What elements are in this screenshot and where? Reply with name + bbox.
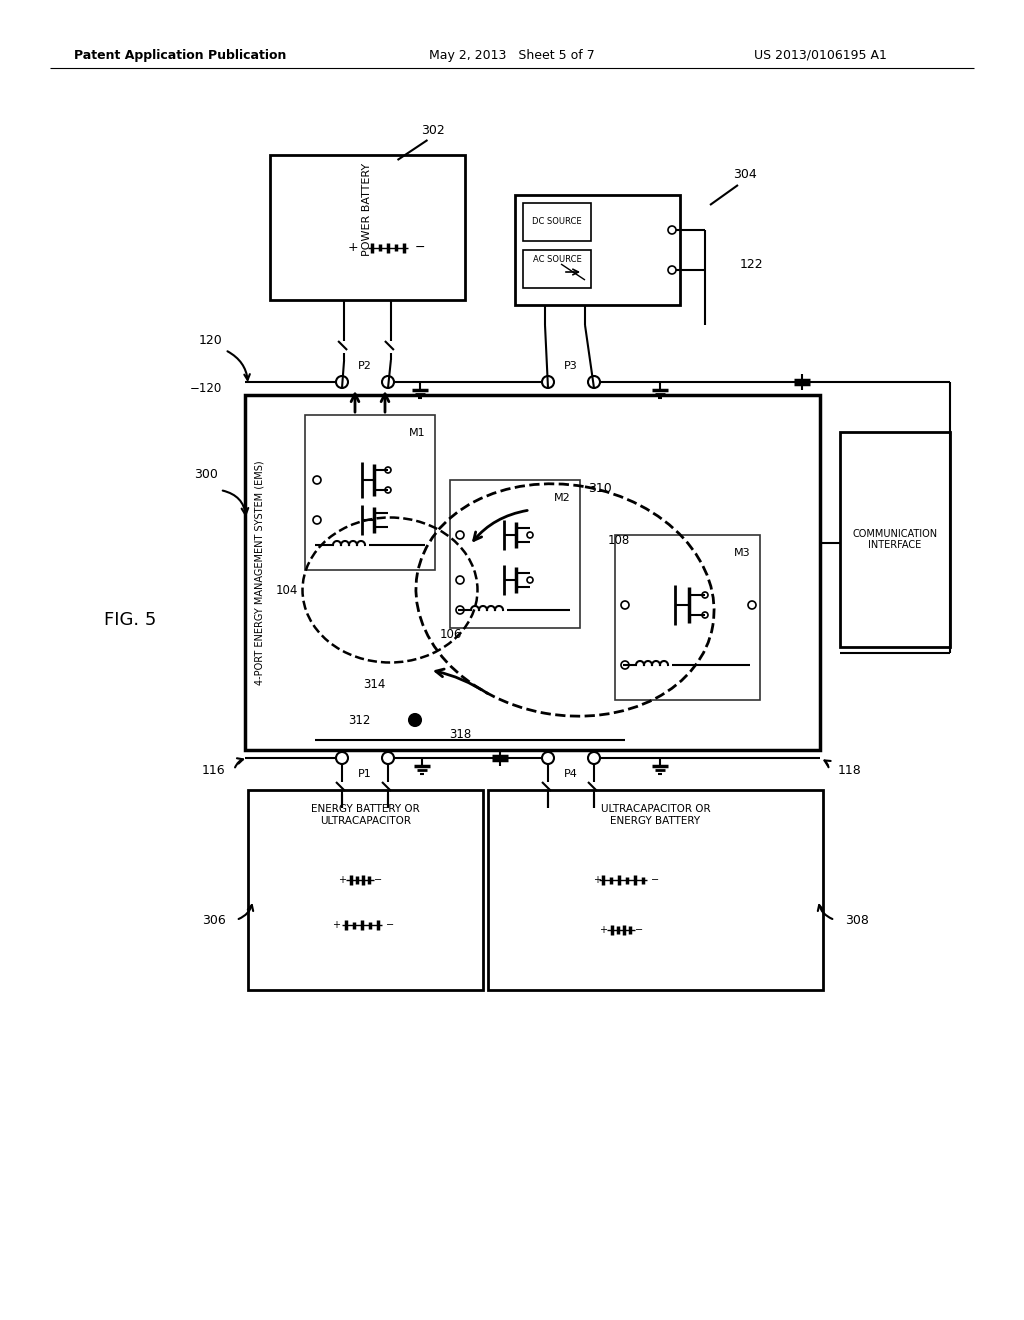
Text: 300: 300 — [195, 469, 218, 482]
Text: 308: 308 — [845, 913, 869, 927]
FancyArrowPatch shape — [222, 491, 248, 515]
Text: +: + — [332, 920, 340, 931]
Text: 116: 116 — [202, 763, 225, 776]
Text: 314: 314 — [362, 678, 385, 692]
Text: 108: 108 — [608, 533, 630, 546]
Text: 306: 306 — [203, 913, 226, 927]
FancyArrowPatch shape — [239, 906, 253, 919]
FancyArrowPatch shape — [236, 758, 243, 767]
Text: −: − — [415, 242, 425, 253]
Text: M3: M3 — [733, 548, 751, 558]
Text: POWER BATTERY: POWER BATTERY — [362, 162, 373, 256]
Text: −: − — [374, 875, 382, 884]
Bar — [488, 789, 823, 990]
Text: 4-PORT ENERGY MANAGEMENT SYSTEM (EMS): 4-PORT ENERGY MANAGEMENT SYSTEM (EMS) — [254, 461, 264, 685]
Text: M1: M1 — [409, 428, 425, 438]
Text: 104: 104 — [275, 583, 298, 597]
Text: 304: 304 — [733, 169, 757, 181]
Bar — [305, 414, 435, 570]
Text: +: + — [599, 925, 607, 935]
Bar — [615, 535, 760, 700]
Text: 122: 122 — [740, 259, 764, 272]
Text: +: + — [593, 875, 601, 884]
Bar — [523, 249, 591, 288]
Text: −: − — [635, 925, 643, 935]
Text: P2: P2 — [358, 360, 372, 371]
Text: DC SOURCE: DC SOURCE — [532, 218, 582, 227]
Bar — [523, 203, 591, 242]
Text: 310: 310 — [588, 482, 612, 495]
Text: P3: P3 — [564, 360, 578, 371]
Text: M2: M2 — [554, 492, 570, 503]
Text: −: − — [651, 875, 659, 884]
Text: −120: −120 — [189, 381, 222, 395]
Text: 120: 120 — [199, 334, 222, 346]
Text: 312: 312 — [348, 714, 371, 726]
Text: 106: 106 — [440, 628, 463, 642]
Text: 302: 302 — [421, 124, 444, 136]
Text: 318: 318 — [449, 729, 471, 742]
Bar — [245, 395, 820, 750]
Bar — [450, 480, 580, 628]
Circle shape — [409, 714, 421, 726]
Bar — [270, 154, 465, 300]
Text: ULTRACAPACITOR OR
ENERGY BATTERY: ULTRACAPACITOR OR ENERGY BATTERY — [601, 804, 711, 826]
Text: ENERGY BATTERY OR
ULTRACAPACITOR: ENERGY BATTERY OR ULTRACAPACITOR — [311, 804, 420, 826]
FancyArrowPatch shape — [436, 669, 487, 693]
Text: +: + — [347, 242, 357, 253]
Text: Patent Application Publication: Patent Application Publication — [74, 49, 286, 62]
Text: 118: 118 — [838, 763, 862, 776]
Text: US 2013/0106195 A1: US 2013/0106195 A1 — [754, 49, 887, 62]
Bar — [248, 789, 483, 990]
FancyArrowPatch shape — [474, 511, 527, 540]
Text: AC SOURCE: AC SOURCE — [532, 256, 582, 264]
Text: FIG. 5: FIG. 5 — [103, 611, 157, 630]
Text: +: + — [338, 875, 346, 884]
Text: P1: P1 — [358, 770, 372, 779]
Text: −: − — [386, 920, 394, 931]
FancyArrowPatch shape — [227, 351, 250, 380]
FancyArrowPatch shape — [818, 906, 833, 919]
Text: P4: P4 — [564, 770, 578, 779]
Text: May 2, 2013   Sheet 5 of 7: May 2, 2013 Sheet 5 of 7 — [429, 49, 595, 62]
Bar — [515, 195, 680, 305]
Bar — [840, 432, 950, 647]
FancyArrowPatch shape — [824, 760, 830, 767]
Text: COMMUNICATION
INTERFACE: COMMUNICATION INTERFACE — [852, 529, 938, 550]
